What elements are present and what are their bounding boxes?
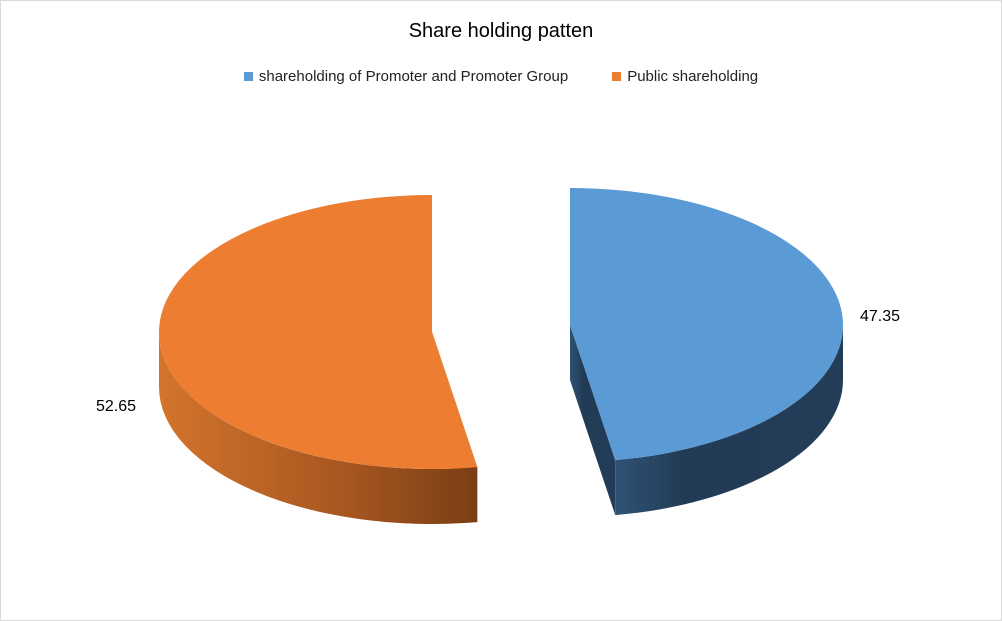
pie-slice-rim-promoter <box>615 325 844 516</box>
legend-swatch <box>612 72 622 81</box>
legend-item-public: Public shareholding <box>612 68 758 85</box>
chart-title: Share holding patten <box>408 20 594 42</box>
data-label-public: 52.65 <box>96 398 136 415</box>
pie-slice-rim-public <box>159 332 478 524</box>
legend: shareholding of Promoter and Promoter Gr… <box>0 68 1002 85</box>
legend-swatch <box>243 72 253 81</box>
pie-slice-promoter <box>570 188 844 461</box>
legend-label: Public shareholding <box>627 68 759 85</box>
data-label-promoter: 47.35 <box>860 308 900 325</box>
pie-slice-side-promoter <box>570 325 616 516</box>
legend-item-promoter: shareholding of Promoter and Promoter Gr… <box>243 68 569 85</box>
pie-slice-public <box>159 195 478 470</box>
legend-label: shareholding of Promoter and Promoter Gr… <box>258 68 569 85</box>
